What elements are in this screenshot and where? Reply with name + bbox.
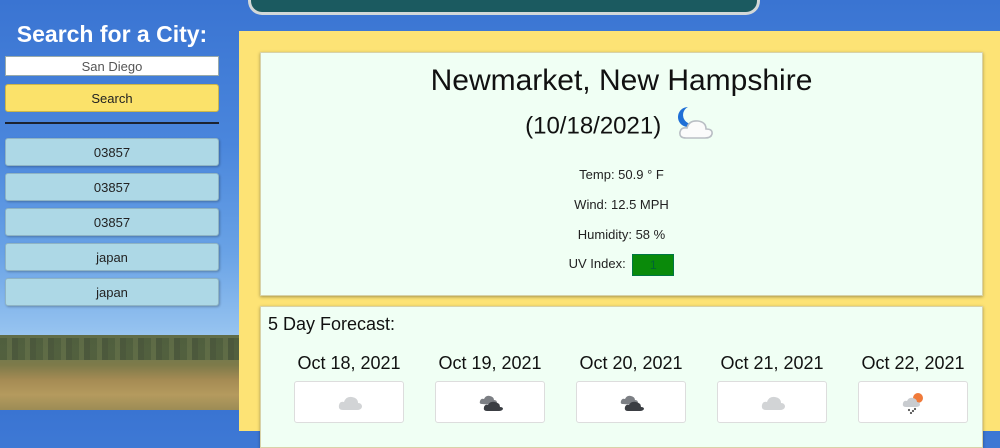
- history-item[interactable]: 03857: [5, 173, 219, 201]
- sidebar-divider: [5, 122, 219, 124]
- forecast-day-box: [435, 381, 545, 423]
- broken-clouds-icon: [620, 395, 644, 411]
- history-item[interactable]: japan: [5, 278, 219, 306]
- current-weather-card: Newmarket, New Hampshire (10/18/2021) Te…: [260, 52, 983, 296]
- search-button[interactable]: Search: [5, 84, 219, 112]
- forecast-day-date: Oct 18, 2021: [297, 353, 401, 373]
- rain-sun-icon: [902, 393, 923, 414]
- forecast-day: Oct 21, 2021: [707, 351, 837, 423]
- night-cloudy-icon: [674, 105, 718, 149]
- city-search-input[interactable]: [5, 56, 219, 76]
- forecast-title: 5 Day Forecast:: [268, 314, 396, 334]
- current-date-line: (10/18/2021): [261, 105, 982, 149]
- current-humidity: Humidity: 58 %: [577, 227, 666, 242]
- forecast-day-box: [294, 381, 404, 423]
- forecast-day-date: Oct 22, 2021: [861, 353, 965, 373]
- history-item[interactable]: 03857: [5, 208, 219, 236]
- forecast-day: Oct 22, 2021: [848, 351, 978, 423]
- search-history-list: 03857 03857 03857 japan japan: [5, 138, 219, 306]
- forecast-day-box: [717, 381, 827, 423]
- sidebar-title: Search for a City:: [16, 21, 208, 47]
- history-item[interactable]: japan: [5, 243, 219, 271]
- forecast-day: Oct 19, 2021: [425, 351, 555, 423]
- cloud-icon: [761, 396, 785, 410]
- uv-index-row: UV Index: 1: [261, 253, 982, 276]
- broken-clouds-icon: [479, 395, 503, 411]
- background-treeline: [0, 338, 240, 360]
- forecast-day-box: [858, 381, 968, 423]
- forecast-day-date: Oct 21, 2021: [720, 353, 824, 373]
- current-temp: Temp: 50.9 ° F: [579, 167, 664, 182]
- forecast-day: Oct 18, 2021: [284, 351, 414, 423]
- forecast-day: Oct 20, 2021: [566, 351, 696, 423]
- main-panel: Newmarket, New Hampshire (10/18/2021) Te…: [239, 31, 1000, 448]
- cloud-icon: [338, 396, 362, 410]
- uv-index-badge: 1: [632, 253, 675, 276]
- forecast-day-date: Oct 19, 2021: [438, 353, 542, 373]
- sidebar: Search for a City: Search 03857 03857 03…: [5, 20, 219, 313]
- current-wind: Wind: 12.5 MPH: [574, 197, 669, 212]
- forecast-day-date: Oct 20, 2021: [579, 353, 683, 373]
- forecast-day-box: [576, 381, 686, 423]
- uv-index-label: UV Index:: [568, 256, 626, 271]
- header-bar: [248, 0, 760, 15]
- city-title: Newmarket, New Hampshire: [430, 64, 813, 97]
- forecast-card: 5 Day Forecast: Oct 18, 2021 Oct 19, 202…: [260, 306, 983, 448]
- history-item[interactable]: 03857: [5, 138, 219, 166]
- current-date: (10/18/2021): [525, 112, 662, 140]
